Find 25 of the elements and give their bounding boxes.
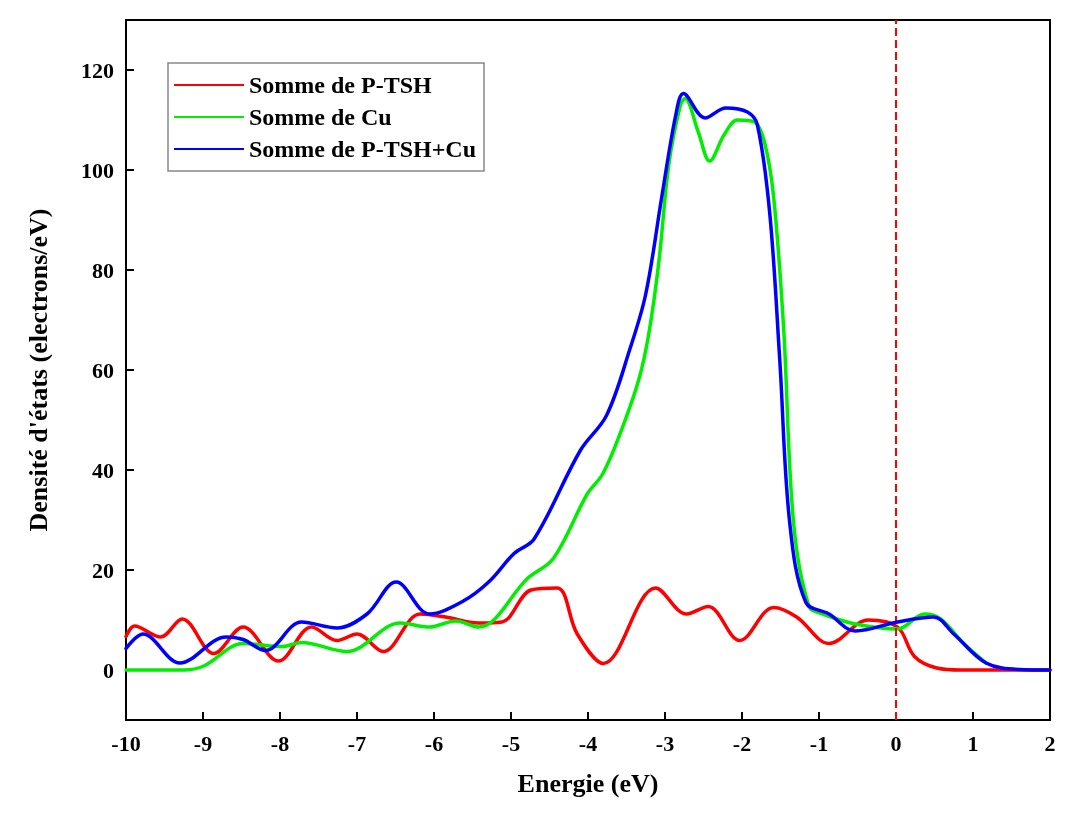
y-tick-label: 80 [92,257,114,283]
x-tick-label: -9 [193,730,213,756]
y-tick-label: 0 [103,657,114,683]
x-tick-label: 2 [1044,730,1056,756]
legend-label: Somme de P-TSH+Cu [249,136,477,162]
y-tick-label: 40 [92,457,114,483]
x-tick-label: -1 [809,730,829,756]
y-tick-label: 120 [81,57,114,83]
x-tick-label: -3 [655,730,675,756]
x-axis-title: Energie (eV) [517,768,659,798]
y-tick-label: 20 [92,557,114,583]
legend-label: Somme de Cu [249,104,392,130]
x-tick-label: -7 [347,730,367,756]
x-tick-label: 0 [890,730,902,756]
x-tick-label: -10 [111,730,141,756]
x-tick-label: -2 [732,730,752,756]
x-tick-label: -5 [501,730,521,756]
legend-label: Somme de P-TSH [249,72,432,98]
x-tick-label: -4 [578,730,598,756]
x-tick-label: 1 [967,730,979,756]
y-axis-title: Densité d'états (electrons/eV) [23,208,53,532]
y-tick-label: 100 [81,157,114,183]
x-tick-label: -6 [424,730,444,756]
y-tick-label: 60 [92,357,114,383]
x-tick-label: -8 [270,730,290,756]
